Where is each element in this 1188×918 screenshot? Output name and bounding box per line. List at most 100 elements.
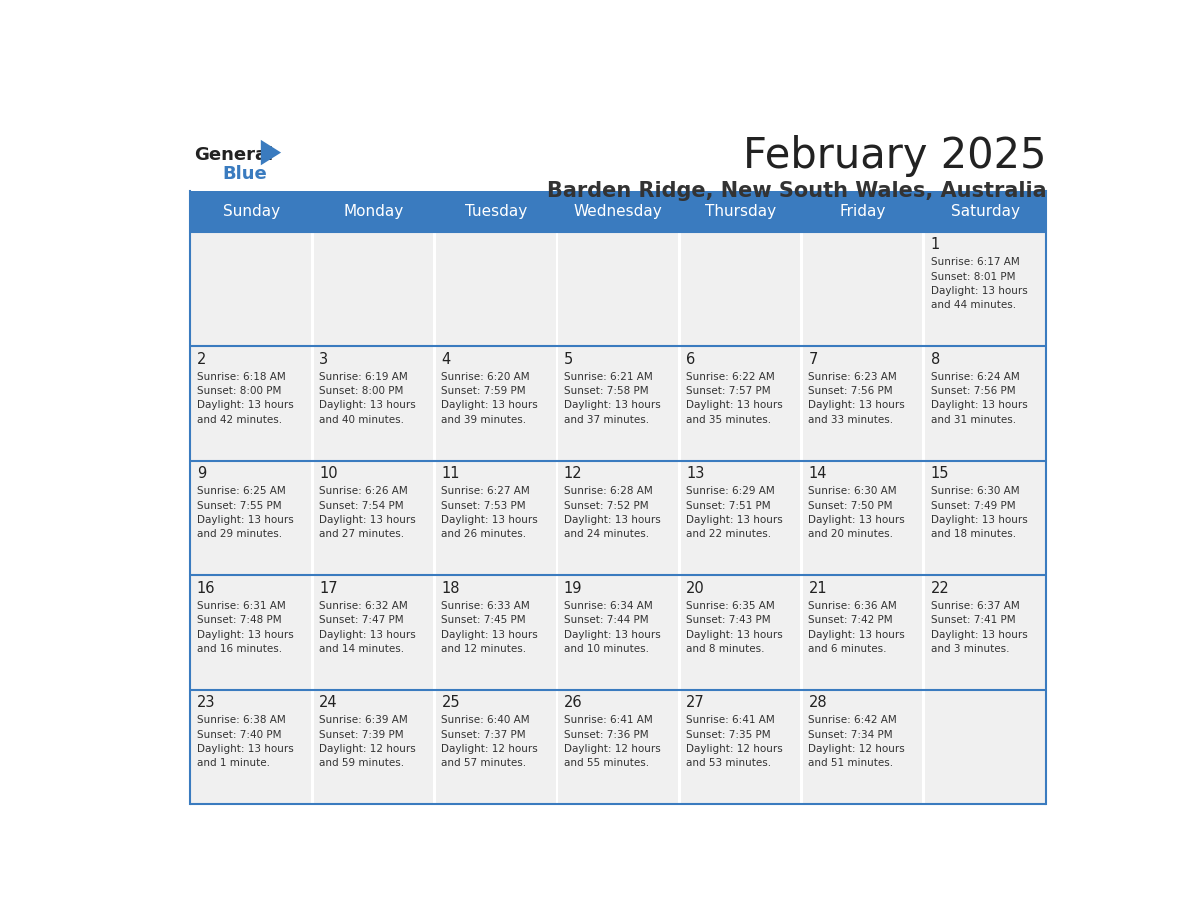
Text: 23: 23 [197, 696, 215, 711]
Text: 14: 14 [809, 466, 827, 481]
Text: 28: 28 [809, 696, 827, 711]
Text: 1: 1 [930, 238, 940, 252]
Text: Sunrise: 6:26 AM
Sunset: 7:54 PM
Daylight: 13 hours
and 27 minutes.: Sunrise: 6:26 AM Sunset: 7:54 PM Dayligh… [320, 487, 416, 540]
Text: Sunrise: 6:28 AM
Sunset: 7:52 PM
Daylight: 13 hours
and 24 minutes.: Sunrise: 6:28 AM Sunset: 7:52 PM Dayligh… [564, 487, 661, 540]
Text: Sunrise: 6:30 AM
Sunset: 7:50 PM
Daylight: 13 hours
and 20 minutes.: Sunrise: 6:30 AM Sunset: 7:50 PM Dayligh… [809, 487, 905, 540]
Text: 2: 2 [197, 352, 207, 367]
Text: Thursday: Thursday [704, 204, 776, 218]
Text: Sunrise: 6:31 AM
Sunset: 7:48 PM
Daylight: 13 hours
and 16 minutes.: Sunrise: 6:31 AM Sunset: 7:48 PM Dayligh… [197, 600, 293, 654]
Bar [436, 231, 556, 345]
Bar [558, 231, 678, 345]
Bar [436, 689, 556, 803]
Text: Blue: Blue [222, 165, 267, 184]
Text: Sunrise: 6:25 AM
Sunset: 7:55 PM
Daylight: 13 hours
and 29 minutes.: Sunrise: 6:25 AM Sunset: 7:55 PM Dayligh… [197, 487, 293, 540]
Text: Sunrise: 6:33 AM
Sunset: 7:45 PM
Daylight: 13 hours
and 12 minutes.: Sunrise: 6:33 AM Sunset: 7:45 PM Dayligh… [442, 600, 538, 654]
Bar [803, 461, 922, 575]
Text: Sunrise: 6:41 AM
Sunset: 7:35 PM
Daylight: 12 hours
and 53 minutes.: Sunrise: 6:41 AM Sunset: 7:35 PM Dayligh… [687, 715, 783, 768]
Bar [191, 346, 311, 460]
Bar [925, 689, 1044, 803]
Polygon shape [261, 140, 282, 165]
Text: 11: 11 [442, 466, 460, 481]
Text: 20: 20 [687, 581, 704, 596]
Bar [190, 191, 1047, 231]
Text: Sunrise: 6:40 AM
Sunset: 7:37 PM
Daylight: 12 hours
and 57 minutes.: Sunrise: 6:40 AM Sunset: 7:37 PM Dayligh… [442, 715, 538, 768]
Text: Friday: Friday [840, 204, 886, 218]
Bar [314, 231, 434, 345]
Text: Sunrise: 6:29 AM
Sunset: 7:51 PM
Daylight: 13 hours
and 22 minutes.: Sunrise: 6:29 AM Sunset: 7:51 PM Dayligh… [687, 487, 783, 540]
Bar [558, 346, 678, 460]
Bar [558, 576, 678, 688]
Text: 9: 9 [197, 466, 206, 481]
Bar [191, 576, 311, 688]
Text: Sunrise: 6:30 AM
Sunset: 7:49 PM
Daylight: 13 hours
and 18 minutes.: Sunrise: 6:30 AM Sunset: 7:49 PM Dayligh… [930, 487, 1028, 540]
Bar [191, 461, 311, 575]
Bar [803, 576, 922, 688]
Bar [681, 461, 801, 575]
Text: Sunrise: 6:23 AM
Sunset: 7:56 PM
Daylight: 13 hours
and 33 minutes.: Sunrise: 6:23 AM Sunset: 7:56 PM Dayligh… [809, 372, 905, 425]
Text: Sunrise: 6:27 AM
Sunset: 7:53 PM
Daylight: 13 hours
and 26 minutes.: Sunrise: 6:27 AM Sunset: 7:53 PM Dayligh… [442, 487, 538, 540]
Bar [803, 689, 922, 803]
Text: 26: 26 [564, 696, 582, 711]
Bar [191, 231, 311, 345]
Text: Sunrise: 6:36 AM
Sunset: 7:42 PM
Daylight: 13 hours
and 6 minutes.: Sunrise: 6:36 AM Sunset: 7:42 PM Dayligh… [809, 600, 905, 654]
Bar [803, 231, 922, 345]
Bar [436, 461, 556, 575]
Text: 5: 5 [564, 352, 573, 367]
Text: Sunrise: 6:34 AM
Sunset: 7:44 PM
Daylight: 13 hours
and 10 minutes.: Sunrise: 6:34 AM Sunset: 7:44 PM Dayligh… [564, 600, 661, 654]
Bar [314, 576, 434, 688]
Text: 10: 10 [320, 466, 337, 481]
Bar [681, 689, 801, 803]
Bar [436, 576, 556, 688]
Text: 18: 18 [442, 581, 460, 596]
Text: 22: 22 [930, 581, 949, 596]
Text: 4: 4 [442, 352, 450, 367]
Bar [925, 231, 1044, 345]
Bar [925, 576, 1044, 688]
Text: Sunrise: 6:19 AM
Sunset: 8:00 PM
Daylight: 13 hours
and 40 minutes.: Sunrise: 6:19 AM Sunset: 8:00 PM Dayligh… [320, 372, 416, 425]
Text: 15: 15 [930, 466, 949, 481]
Text: Sunrise: 6:39 AM
Sunset: 7:39 PM
Daylight: 12 hours
and 59 minutes.: Sunrise: 6:39 AM Sunset: 7:39 PM Dayligh… [320, 715, 416, 768]
Text: Sunrise: 6:17 AM
Sunset: 8:01 PM
Daylight: 13 hours
and 44 minutes.: Sunrise: 6:17 AM Sunset: 8:01 PM Dayligh… [930, 257, 1028, 310]
Bar [925, 461, 1044, 575]
Text: 17: 17 [320, 581, 337, 596]
Text: Wednesday: Wednesday [574, 204, 663, 218]
Bar [190, 231, 1047, 804]
Bar [558, 689, 678, 803]
Text: Sunrise: 6:21 AM
Sunset: 7:58 PM
Daylight: 13 hours
and 37 minutes.: Sunrise: 6:21 AM Sunset: 7:58 PM Dayligh… [564, 372, 661, 425]
Bar [314, 461, 434, 575]
Text: Sunrise: 6:37 AM
Sunset: 7:41 PM
Daylight: 13 hours
and 3 minutes.: Sunrise: 6:37 AM Sunset: 7:41 PM Dayligh… [930, 600, 1028, 654]
Bar [436, 346, 556, 460]
Bar [681, 231, 801, 345]
Text: February 2025: February 2025 [742, 135, 1047, 177]
Text: Sunrise: 6:38 AM
Sunset: 7:40 PM
Daylight: 13 hours
and 1 minute.: Sunrise: 6:38 AM Sunset: 7:40 PM Dayligh… [197, 715, 293, 768]
Text: 19: 19 [564, 581, 582, 596]
Bar [191, 689, 311, 803]
Text: General: General [195, 145, 273, 163]
Bar [803, 346, 922, 460]
Text: Sunrise: 6:32 AM
Sunset: 7:47 PM
Daylight: 13 hours
and 14 minutes.: Sunrise: 6:32 AM Sunset: 7:47 PM Dayligh… [320, 600, 416, 654]
Text: Sunday: Sunday [222, 204, 279, 218]
Text: 8: 8 [930, 352, 940, 367]
Text: 25: 25 [442, 696, 460, 711]
Text: Barden Ridge, New South Wales, Australia: Barden Ridge, New South Wales, Australia [546, 181, 1047, 201]
Text: Sunrise: 6:41 AM
Sunset: 7:36 PM
Daylight: 12 hours
and 55 minutes.: Sunrise: 6:41 AM Sunset: 7:36 PM Dayligh… [564, 715, 661, 768]
Bar [681, 346, 801, 460]
Text: Sunrise: 6:42 AM
Sunset: 7:34 PM
Daylight: 12 hours
and 51 minutes.: Sunrise: 6:42 AM Sunset: 7:34 PM Dayligh… [809, 715, 905, 768]
Bar [925, 346, 1044, 460]
Text: 3: 3 [320, 352, 328, 367]
Bar [558, 461, 678, 575]
Text: Sunrise: 6:24 AM
Sunset: 7:56 PM
Daylight: 13 hours
and 31 minutes.: Sunrise: 6:24 AM Sunset: 7:56 PM Dayligh… [930, 372, 1028, 425]
Text: Sunrise: 6:22 AM
Sunset: 7:57 PM
Daylight: 13 hours
and 35 minutes.: Sunrise: 6:22 AM Sunset: 7:57 PM Dayligh… [687, 372, 783, 425]
Text: 24: 24 [320, 696, 337, 711]
Bar [681, 576, 801, 688]
Text: Sunrise: 6:20 AM
Sunset: 7:59 PM
Daylight: 13 hours
and 39 minutes.: Sunrise: 6:20 AM Sunset: 7:59 PM Dayligh… [442, 372, 538, 425]
Text: 6: 6 [687, 352, 695, 367]
Text: 27: 27 [687, 696, 704, 711]
Text: 13: 13 [687, 466, 704, 481]
Text: Saturday: Saturday [950, 204, 1019, 218]
Bar [314, 689, 434, 803]
Text: Sunrise: 6:35 AM
Sunset: 7:43 PM
Daylight: 13 hours
and 8 minutes.: Sunrise: 6:35 AM Sunset: 7:43 PM Dayligh… [687, 600, 783, 654]
Text: Tuesday: Tuesday [465, 204, 526, 218]
Text: 16: 16 [197, 581, 215, 596]
Text: 12: 12 [564, 466, 582, 481]
